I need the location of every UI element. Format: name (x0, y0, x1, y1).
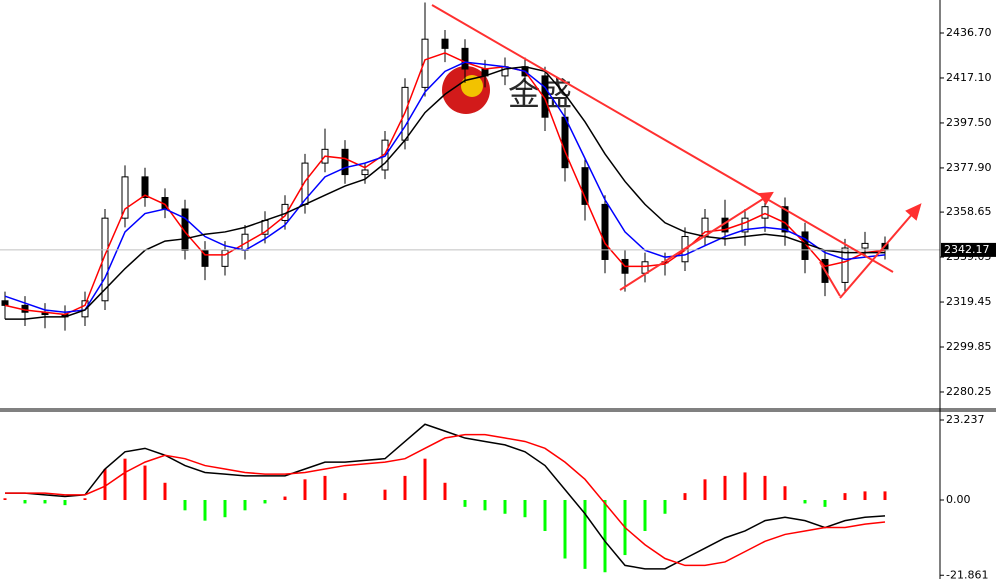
candle-body (841, 247, 849, 283)
y-tick-label: 2417.10 (946, 71, 992, 84)
y-tick-label: 2397.50 (946, 116, 992, 129)
candle-body (121, 176, 129, 219)
candle-body (141, 176, 149, 199)
candle-body (861, 242, 869, 249)
candle-body (361, 169, 369, 176)
trendline (819, 261, 841, 297)
y-tick-label: 0.00 (946, 493, 971, 506)
trendline (839, 211, 915, 299)
arrow-head (758, 191, 774, 205)
y-tick-label: -21.861 (946, 568, 988, 579)
y-tick-label: 2319.45 (946, 295, 992, 308)
trendline (619, 196, 767, 291)
candle-body (101, 217, 109, 302)
candle-body (601, 203, 609, 260)
macd-panel: 23.237 0.00 -21.861 (3, 413, 988, 579)
y-tick-label: 2299.85 (946, 340, 992, 353)
indicator-line (4, 52, 886, 316)
candle-body (561, 116, 569, 169)
y-tick-label: 2436.70 (946, 26, 992, 39)
candle-body (421, 38, 429, 88)
last-price-box (941, 242, 996, 257)
trendline (431, 4, 894, 273)
candle-body (221, 249, 229, 267)
candle-body (581, 167, 589, 205)
y-tick-label: 2377.90 (946, 161, 992, 174)
candle-body (741, 217, 749, 233)
candle-body (781, 206, 789, 233)
indicator-line (4, 61, 886, 314)
indicator-line (5, 423, 886, 570)
candle-body (341, 148, 349, 176)
last-price-label: 2342.17 (944, 243, 990, 256)
candle-body (801, 231, 809, 260)
candle-body (761, 206, 769, 219)
candle-body (641, 261, 649, 274)
candle-body (541, 75, 549, 118)
indicator-line (5, 65, 885, 320)
arrow-head (905, 203, 922, 221)
logo-text: 金盛 (508, 75, 572, 113)
price-panel: 2436.702417.102397.502377.902358.652339.… (0, 2, 996, 398)
y-tick-label: 2280.25 (946, 385, 992, 398)
trendlines (431, 4, 922, 299)
y-tick-label: 23.237 (946, 413, 985, 426)
candle-body (1, 300, 9, 306)
candle-body (441, 38, 449, 49)
y-tick-label: 2358.65 (946, 205, 992, 218)
indicator-line (5, 433, 886, 567)
candle-body (461, 47, 469, 70)
